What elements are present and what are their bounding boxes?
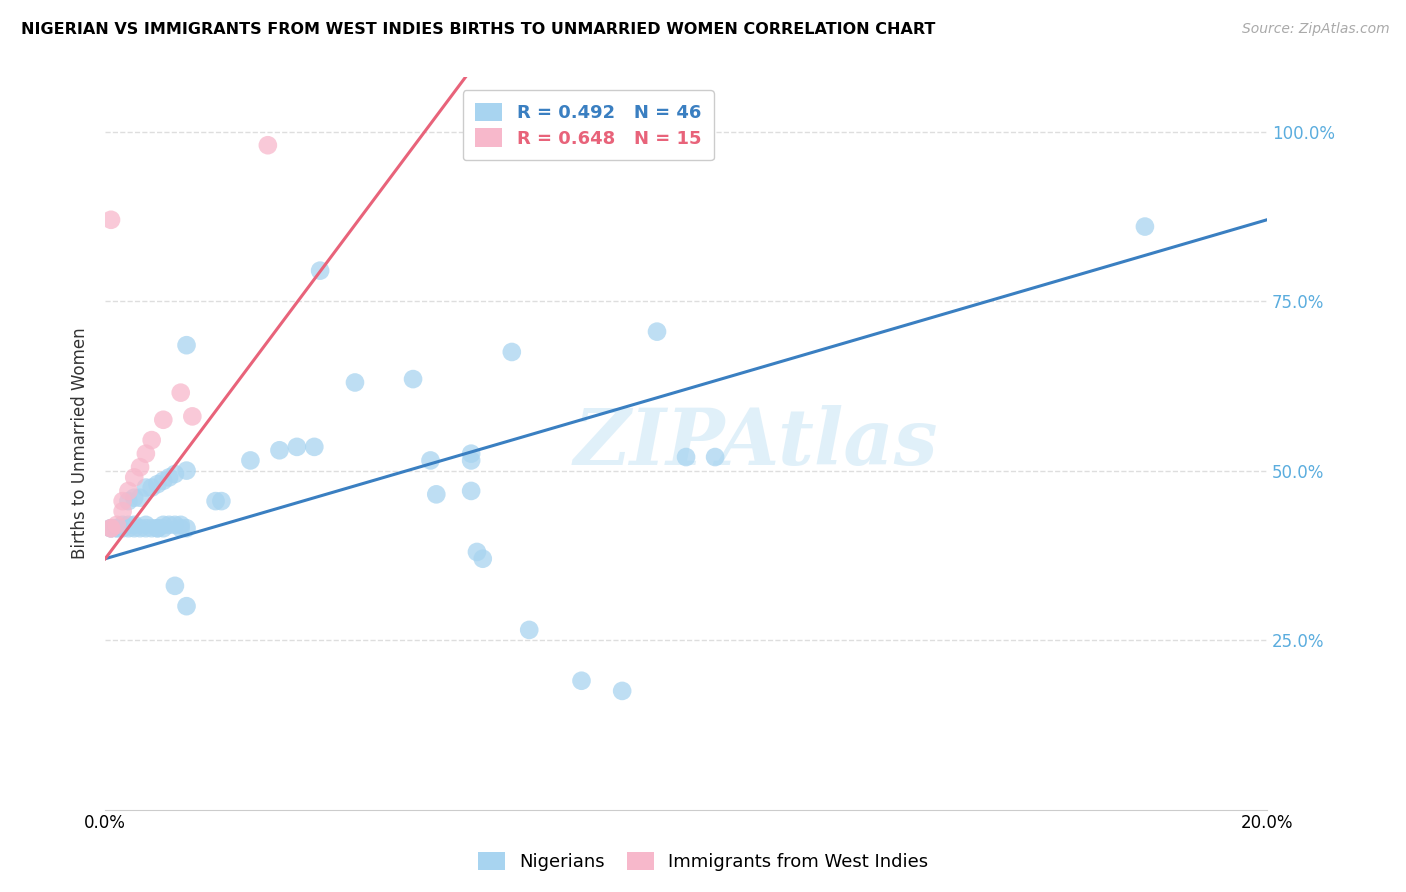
- Nigerians: [176, 338, 198, 352]
- Text: NIGERIAN VS IMMIGRANTS FROM WEST INDIES BIRTHS TO UNMARRIED WOMEN CORRELATION CH: NIGERIAN VS IMMIGRANTS FROM WEST INDIES …: [21, 22, 935, 37]
- Immigrants from West Indies: [100, 212, 122, 227]
- Nigerians: [704, 450, 727, 464]
- Immigrants from West Indies: [181, 409, 204, 424]
- Immigrants from West Indies: [100, 521, 122, 535]
- Nigerians: [176, 599, 198, 614]
- Nigerians: [285, 440, 308, 454]
- Nigerians: [176, 464, 198, 478]
- Nigerians: [129, 491, 152, 505]
- Immigrants from West Indies: [152, 413, 174, 427]
- Nigerians: [111, 517, 134, 532]
- Nigerians: [100, 521, 122, 535]
- Nigerians: [122, 521, 145, 535]
- Immigrants from West Indies: [111, 494, 134, 508]
- Nigerians: [157, 470, 180, 484]
- Nigerians: [645, 325, 668, 339]
- Nigerians: [117, 494, 139, 508]
- Nigerians: [122, 491, 145, 505]
- Legend: R = 0.492   N = 46, R = 0.648   N = 15: R = 0.492 N = 46, R = 0.648 N = 15: [463, 90, 714, 161]
- Nigerians: [343, 376, 366, 390]
- Nigerians: [501, 345, 523, 359]
- Nigerians: [170, 517, 193, 532]
- Nigerians: [176, 521, 198, 535]
- Nigerians: [152, 474, 174, 488]
- Text: Source: ZipAtlas.com: Source: ZipAtlas.com: [1241, 22, 1389, 37]
- Nigerians: [163, 579, 186, 593]
- Nigerians: [146, 477, 169, 491]
- Nigerians: [141, 521, 163, 535]
- Nigerians: [517, 623, 540, 637]
- Nigerians: [309, 263, 332, 277]
- Nigerians: [425, 487, 447, 501]
- Y-axis label: Births to Unmarried Women: Births to Unmarried Women: [72, 327, 89, 559]
- Nigerians: [129, 521, 152, 535]
- Nigerians: [146, 521, 169, 535]
- Nigerians: [675, 450, 697, 464]
- Legend: Nigerians, Immigrants from West Indies: Nigerians, Immigrants from West Indies: [471, 845, 935, 879]
- Nigerians: [460, 447, 482, 461]
- Immigrants from West Indies: [257, 138, 280, 153]
- Nigerians: [163, 517, 186, 532]
- Immigrants from West Indies: [111, 504, 134, 518]
- Immigrants from West Indies: [117, 483, 139, 498]
- Immigrants from West Indies: [105, 517, 128, 532]
- Nigerians: [146, 521, 169, 535]
- Nigerians: [117, 517, 139, 532]
- Nigerians: [122, 517, 145, 532]
- Nigerians: [269, 443, 291, 458]
- Nigerians: [1133, 219, 1156, 234]
- Nigerians: [152, 521, 174, 535]
- Immigrants from West Indies: [122, 470, 145, 484]
- Nigerians: [105, 521, 128, 535]
- Text: ZIPAtlas: ZIPAtlas: [574, 405, 938, 482]
- Nigerians: [612, 684, 634, 698]
- Nigerians: [304, 440, 326, 454]
- Nigerians: [135, 517, 157, 532]
- Nigerians: [163, 467, 186, 481]
- Nigerians: [135, 521, 157, 535]
- Immigrants from West Indies: [129, 460, 152, 475]
- Nigerians: [460, 453, 482, 467]
- Nigerians: [105, 521, 128, 535]
- Nigerians: [471, 551, 494, 566]
- Nigerians: [465, 545, 488, 559]
- Nigerians: [239, 453, 262, 467]
- Nigerians: [170, 521, 193, 535]
- Nigerians: [152, 517, 174, 532]
- Nigerians: [419, 453, 441, 467]
- Nigerians: [204, 494, 226, 508]
- Nigerians: [402, 372, 425, 386]
- Immigrants from West Indies: [100, 521, 122, 535]
- Nigerians: [117, 521, 139, 535]
- Nigerians: [141, 481, 163, 495]
- Nigerians: [157, 517, 180, 532]
- Immigrants from West Indies: [170, 385, 193, 400]
- Nigerians: [135, 481, 157, 495]
- Immigrants from West Indies: [141, 433, 163, 447]
- Nigerians: [100, 521, 122, 535]
- Nigerians: [571, 673, 593, 688]
- Immigrants from West Indies: [135, 447, 157, 461]
- Nigerians: [460, 483, 482, 498]
- Nigerians: [209, 494, 232, 508]
- Nigerians: [111, 521, 134, 535]
